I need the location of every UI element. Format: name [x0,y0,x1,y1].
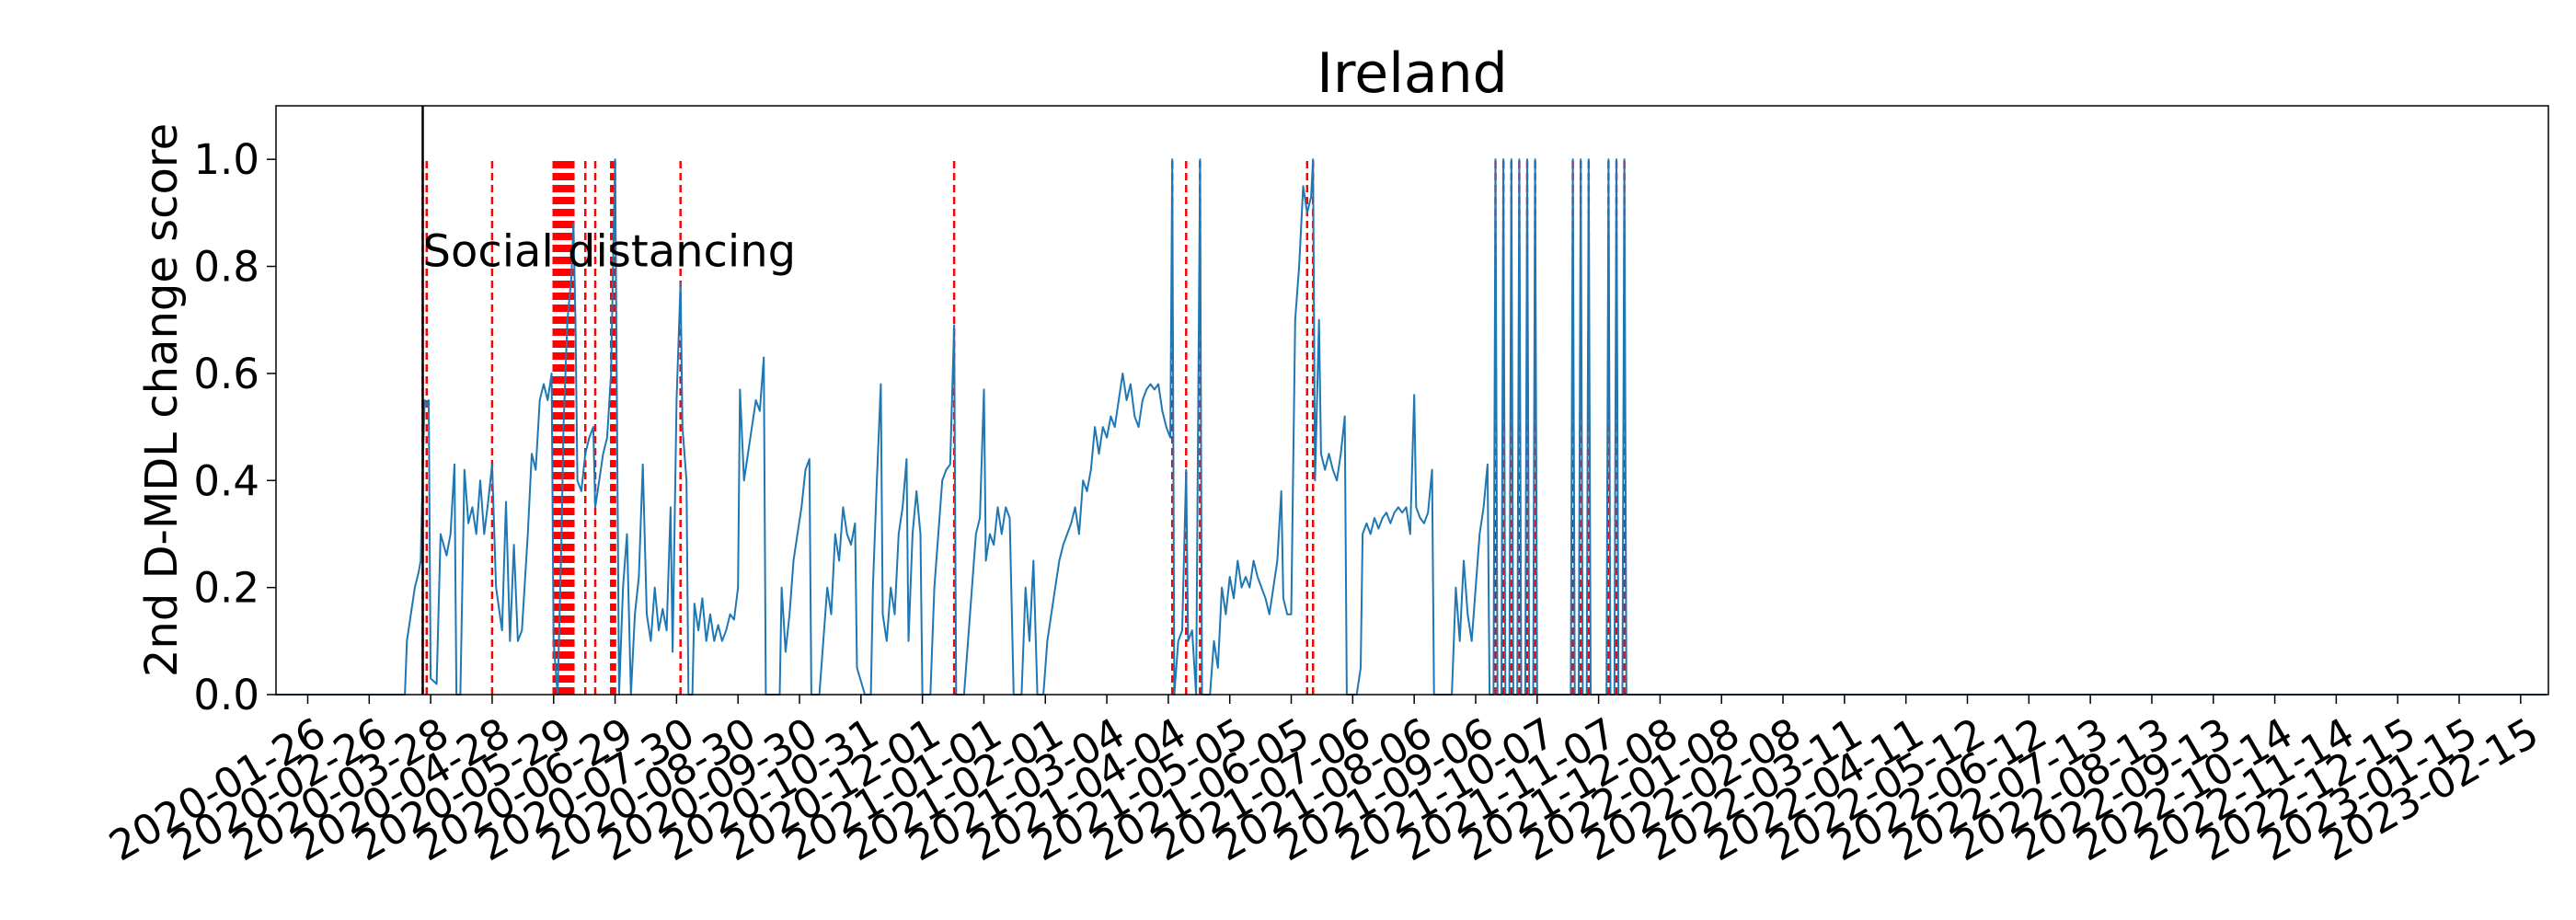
y-tick-label: 0.0 [193,671,259,719]
y-tick-label: 1.0 [193,135,259,184]
y-tick-label: 0.2 [193,564,259,613]
x-axis: 2020-01-262020-02-262020-03-282020-04-28… [101,695,2547,870]
series-line [276,158,2547,696]
y-tick-label: 0.6 [193,350,259,398]
y-axis: 0.0 0.2 0.4 0.6 0.8 1.0 [193,135,276,719]
series-layer [276,158,2547,696]
annotation-label: Social distancing [422,226,796,278]
chart-title: Ireland [1317,41,1508,106]
y-axis-label: 2nd D-MDL change score [136,123,188,677]
plot-frame [275,105,2549,696]
y-tick-label: 0.8 [193,243,259,292]
annotation-layer: Social distancing [421,106,796,695]
y-tick-label: 0.4 [193,456,259,505]
